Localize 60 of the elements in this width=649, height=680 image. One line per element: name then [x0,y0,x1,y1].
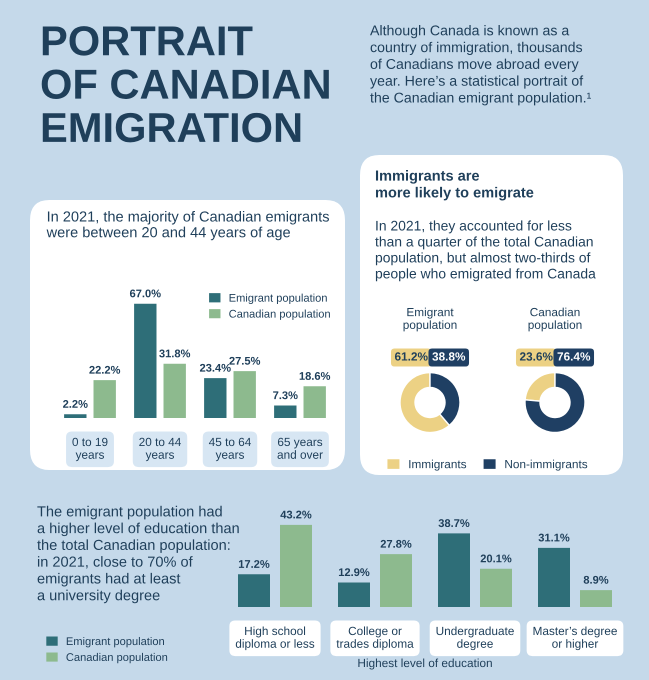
bar [64,414,86,418]
data-label: 22.2% [89,366,120,374]
legend-label: Immigrants [409,460,466,471]
bar [238,574,270,607]
text: Although Canada is known as a country of immigration, thousands of Canadians move abroad every year. Here’s a statistical portrait of the Canadian emigrant population.¹ [370,25,591,106]
annotation: The emigrant population had a higher level of education than the total Canadian population: in 2021, close to 70% of emigrants had at least a university degree [37,506,239,604]
data-label: 12.9% [338,568,370,576]
bar [164,364,186,418]
x-tick-label: Master’s degree or higher [534,626,617,650]
data-label: 76.4% [558,352,590,361]
data-label: 2.2% [63,400,88,408]
data-label: 67.0% [130,289,161,298]
data-label: 8.9% [584,576,608,584]
chart-title: Canadian population [528,308,582,332]
chart-title: Emigrant population [404,308,456,332]
bar [204,378,226,418]
bar [304,386,326,418]
x-tick-label: College or trades diploma [336,626,414,650]
legend-label: Emigrant population [66,636,164,648]
data-label: 38.7% [438,519,470,528]
legend-label: Non-immigrants [505,460,588,471]
chart-title: In 2021, the majority of Canadian emigrants were between 20 and 44 years of age [46,210,329,240]
data-label: 20.1% [480,554,512,562]
x-tick-label: High school diploma or less [236,626,314,650]
data-label: 23.4% [200,364,231,372]
donut-slice [524,372,586,434]
bar [280,524,312,607]
data-label: 31.1% [538,534,570,542]
data-label: 23.6% [520,352,553,361]
data-label: 27.8% [380,540,412,548]
legend-label: Canadian population [66,652,168,664]
data-label: 43.2% [280,510,312,519]
bar [338,582,370,607]
text: In 2021, they accounted for less than a quarter of the total Canadian population, but almost two-thirds of people who emigrated from Canada [375,220,596,282]
data-label: 17.2% [238,560,270,568]
data-label: 38.8% [432,352,466,361]
x-tick-label: 0 to 19 years [72,438,108,462]
text: PORTRAIT OF CANADIAN EMIGRATION [42,26,329,142]
data-label: 7.3% [273,391,298,400]
bar [580,590,612,607]
bar [480,568,512,607]
data-label: 61.2% [394,352,428,361]
legend-label: Emigrant population [230,294,327,304]
x-tick-label: 45 to 64 years [208,438,251,462]
data-label: 31.8% [159,350,190,358]
bar [234,371,256,418]
legend-label: Canadian population [229,310,330,320]
x-tick-label: 65 years and over [278,438,323,459]
x-axis-title: Highest level of education [358,658,492,670]
bar [538,548,570,607]
x-tick-label: 20 to 44 years [139,438,181,462]
data-label: 27.5% [229,356,260,365]
bar [94,380,116,418]
text: Immigrants are more likely to emigrate [376,170,534,200]
x-tick-label: Undergraduate degree [436,626,514,650]
bar [274,406,296,418]
bar [438,533,470,607]
data-label: 18.6% [300,372,330,380]
bar [134,304,156,418]
bar [380,554,412,607]
